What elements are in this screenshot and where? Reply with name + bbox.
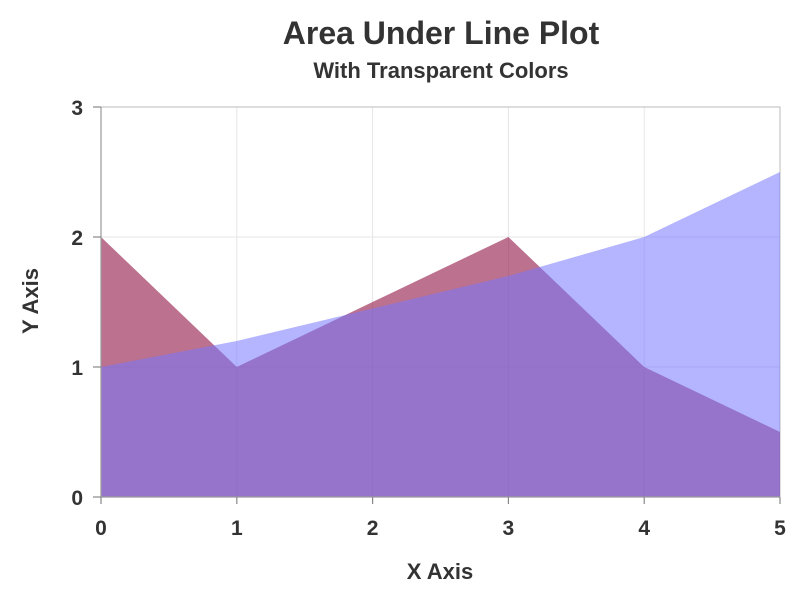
y-axis-title: Y Axis bbox=[18, 268, 43, 334]
x-tick-label: 4 bbox=[638, 517, 650, 540]
x-tick-label: 0 bbox=[95, 517, 107, 540]
axes bbox=[93, 106, 781, 504]
chart-title: Area Under Line Plot bbox=[283, 15, 600, 51]
x-tick-label: 1 bbox=[231, 517, 243, 540]
x-axis-title: X Axis bbox=[407, 559, 473, 584]
x-tick-label: 2 bbox=[367, 517, 379, 540]
series-areas bbox=[101, 172, 780, 497]
series-area-2 bbox=[101, 172, 780, 497]
chart-subtitle: With Transparent Colors bbox=[313, 58, 568, 83]
y-tick-label: 1 bbox=[71, 357, 83, 380]
y-tick-label: 0 bbox=[71, 487, 83, 510]
x-tick-label: 3 bbox=[503, 517, 515, 540]
tick-labels: 0 1 2 3 4 5 0 1 2 3 bbox=[71, 97, 786, 540]
y-tick-label: 3 bbox=[71, 97, 83, 120]
x-tick-label: 5 bbox=[774, 517, 786, 540]
y-tick-label: 2 bbox=[71, 227, 83, 250]
